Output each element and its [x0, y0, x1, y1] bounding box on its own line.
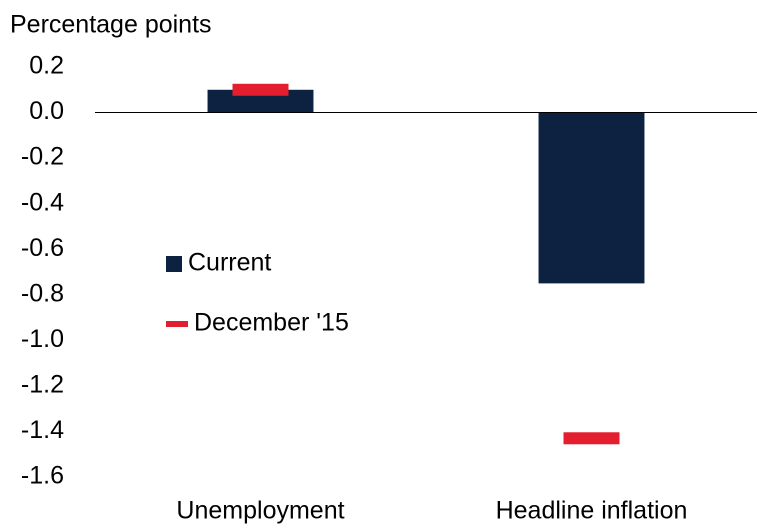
y-tick-label: 0.2: [29, 52, 64, 80]
x-tick-label: Headline inflation: [496, 497, 688, 525]
y-tick-label: -1.2: [21, 370, 64, 398]
y-tick-label: -0.6: [21, 234, 64, 262]
x-tick-label: Unemployment: [176, 497, 344, 525]
legend-label: Current: [188, 249, 271, 277]
legend-label: December '15: [194, 309, 349, 337]
y-tick-label: -0.4: [21, 188, 64, 216]
legend-swatch: [166, 256, 182, 272]
bar: [538, 112, 645, 284]
y-tick-label: -0.2: [21, 143, 64, 171]
y-tick-label: -1.6: [21, 462, 64, 490]
legend-swatch: [166, 321, 188, 327]
dash-marker: [232, 83, 289, 96]
axis-title: Percentage points: [10, 11, 212, 39]
y-tick-label: -0.8: [21, 279, 64, 307]
y-tick-label: 0.0: [29, 97, 64, 125]
dash-marker: [563, 432, 620, 445]
y-tick-label: -1.4: [21, 416, 64, 444]
y-tick-label: -1.0: [21, 325, 64, 353]
